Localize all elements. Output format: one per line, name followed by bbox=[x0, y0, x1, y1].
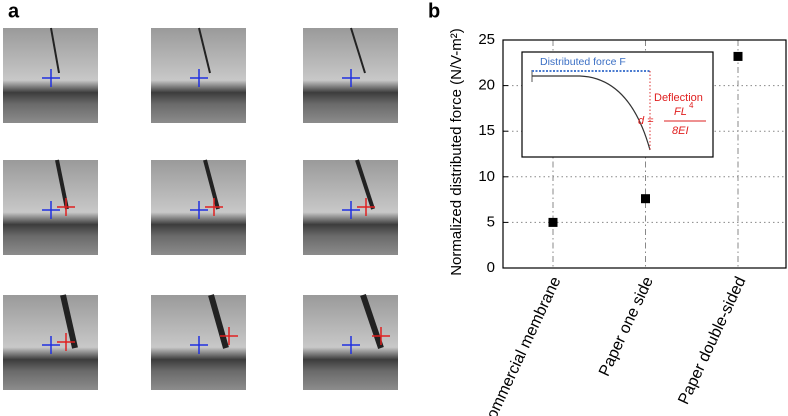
blue-cross bbox=[42, 69, 60, 87]
y-tick-label: 20 bbox=[478, 77, 495, 94]
inset-box bbox=[521, 51, 714, 158]
red-cross bbox=[57, 198, 75, 216]
blue-cross bbox=[42, 336, 60, 354]
inset-drawing bbox=[531, 70, 706, 151]
blue-cross bbox=[342, 201, 360, 219]
plot-frame bbox=[502, 39, 787, 269]
red-cross bbox=[205, 198, 223, 216]
image-grid bbox=[3, 27, 398, 390]
needle bbox=[350, 27, 366, 74]
needle bbox=[208, 294, 229, 349]
red-cross bbox=[372, 327, 390, 345]
beam bbox=[532, 75, 651, 151]
needle bbox=[355, 159, 375, 210]
blue-cross bbox=[190, 336, 208, 354]
needle bbox=[198, 27, 211, 74]
deflection-label: Deflection bbox=[654, 92, 703, 104]
panel-label: b bbox=[428, 0, 440, 22]
panel-label: a bbox=[8, 0, 20, 22]
red-cross bbox=[357, 198, 375, 216]
blue-cross bbox=[342, 336, 360, 354]
formula-denominator: 8EI bbox=[672, 125, 689, 137]
blue-cross bbox=[190, 69, 208, 87]
y-tick-label: 15 bbox=[478, 122, 495, 139]
y-tick-label: 0 bbox=[487, 259, 495, 276]
y-tick-label: 5 bbox=[487, 213, 495, 230]
point bbox=[548, 217, 558, 227]
red-cross bbox=[57, 333, 75, 351]
x-tick-label: Paper one side bbox=[596, 274, 657, 379]
point bbox=[733, 51, 743, 61]
x-tick-label: Paper double-sided bbox=[675, 274, 749, 407]
blue-cross bbox=[190, 201, 208, 219]
blue-cross bbox=[342, 69, 360, 87]
force-label: Distributed force F bbox=[540, 56, 626, 68]
y-tick-label: 25 bbox=[478, 31, 495, 48]
needle bbox=[360, 294, 384, 349]
formula-exponent: 4 bbox=[689, 101, 694, 110]
needle bbox=[203, 159, 220, 210]
x-tick-label: Commercial membrane bbox=[479, 274, 565, 416]
point bbox=[641, 194, 650, 204]
y-axis-label: Normalized distributed force (N/V-m²) bbox=[448, 28, 465, 276]
y-tick-label: 10 bbox=[478, 168, 495, 185]
needle bbox=[60, 294, 78, 349]
blue-cross bbox=[42, 201, 60, 219]
needle bbox=[50, 27, 60, 74]
red-cross bbox=[220, 327, 238, 345]
formula-numerator: FL bbox=[674, 106, 687, 118]
formula-lhs: d = bbox=[638, 115, 654, 127]
